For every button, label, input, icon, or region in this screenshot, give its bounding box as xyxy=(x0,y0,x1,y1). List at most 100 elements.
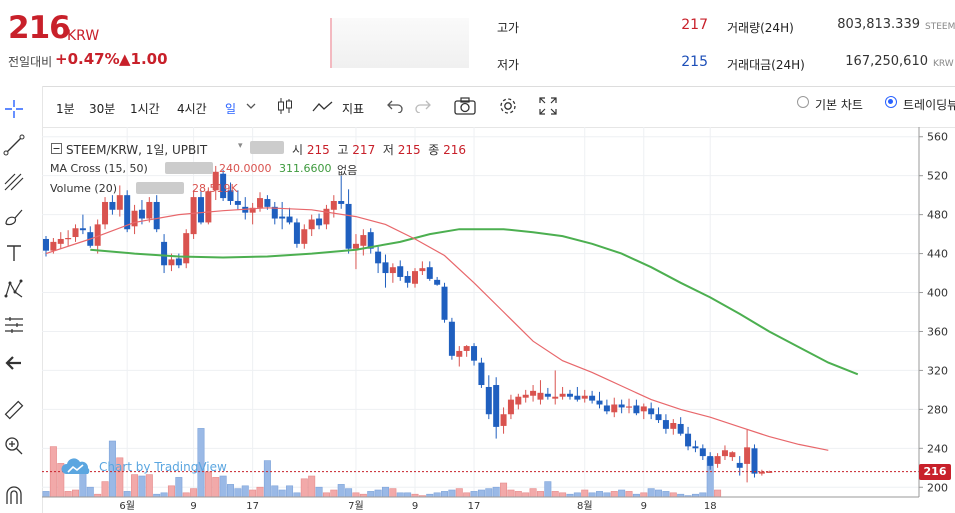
x-tick-label: 7월 xyxy=(348,500,364,512)
volume-bar xyxy=(551,491,559,498)
collapse-legend-icon[interactable] xyxy=(51,143,62,154)
chevron-down-icon[interactable] xyxy=(246,102,256,110)
tradingview-radio[interactable] xyxy=(885,96,897,108)
candle xyxy=(581,389,588,403)
volume-bar xyxy=(381,486,389,498)
measure-icon[interactable] xyxy=(3,314,25,336)
candle xyxy=(493,377,500,439)
ma-legend-icons[interactable] xyxy=(165,162,213,174)
volume-bar xyxy=(286,485,294,498)
brush-icon[interactable] xyxy=(3,206,25,228)
volume-bar xyxy=(175,477,183,498)
candle xyxy=(448,317,455,360)
candle xyxy=(205,187,212,225)
basic-chart-label[interactable]: 기본 차트 xyxy=(815,98,863,112)
camera-icon[interactable] xyxy=(454,97,476,115)
candle xyxy=(345,189,352,254)
volume-bar xyxy=(485,488,493,498)
candle xyxy=(618,399,625,414)
x-tick-label: 9 xyxy=(412,501,418,512)
candle xyxy=(566,389,573,400)
candle xyxy=(677,417,684,436)
watermark-chart: Chart xyxy=(99,460,132,474)
fullscreen-icon[interactable] xyxy=(538,96,558,116)
trend-line-icon[interactable] xyxy=(3,134,25,156)
volume-bar xyxy=(131,474,139,498)
y-tick-label: 320 xyxy=(927,364,948,377)
candle xyxy=(507,394,514,420)
y-tick-label: 360 xyxy=(927,325,948,338)
drawing-toolbar xyxy=(0,86,43,513)
volume-bar xyxy=(256,486,264,498)
interval-1m[interactable]: 1분 xyxy=(56,102,75,116)
candle xyxy=(471,343,478,366)
y-tick-label: 200 xyxy=(927,481,948,494)
y-tick-label: 240 xyxy=(927,442,948,455)
volume-bars xyxy=(42,428,722,498)
volume-bar xyxy=(212,477,220,498)
indicator-button[interactable]: 지표 xyxy=(342,102,365,116)
candle xyxy=(242,197,249,220)
volume-bar xyxy=(470,491,478,498)
candle xyxy=(537,380,544,405)
redo-icon[interactable] xyxy=(415,99,431,113)
crosshair-icon[interactable] xyxy=(3,98,25,120)
volume-bar xyxy=(42,491,50,498)
candle xyxy=(662,414,669,434)
y-tick-label: 400 xyxy=(927,287,948,300)
symbol-label: STEEM/KRW, 1일, UPBIT xyxy=(66,143,208,157)
candle xyxy=(456,346,463,367)
volume-legend-icons[interactable] xyxy=(136,182,184,194)
close-value-legend: 216 xyxy=(443,143,467,157)
volume-bar xyxy=(669,492,677,498)
candle xyxy=(131,204,138,235)
gear-icon[interactable] xyxy=(498,96,518,116)
candle xyxy=(714,453,721,468)
candle xyxy=(146,197,153,223)
change-percent: +0.47% xyxy=(55,50,120,68)
candle xyxy=(138,200,145,225)
interval-1d[interactable]: 일 xyxy=(225,102,237,116)
text-icon[interactable] xyxy=(3,242,25,264)
zoom-in-icon[interactable] xyxy=(3,435,25,457)
candle xyxy=(485,375,492,420)
watermark-by: by TradingView xyxy=(131,460,227,474)
magnet-icon[interactable] xyxy=(3,484,25,506)
volume-bar xyxy=(640,492,648,498)
volume-bar xyxy=(190,488,198,498)
candle xyxy=(522,389,529,403)
candle xyxy=(419,261,426,275)
open-value: 215 xyxy=(306,143,330,157)
volume-bar xyxy=(64,491,72,498)
volume-bar xyxy=(588,492,596,498)
x-tick-label: 8월 xyxy=(577,500,593,512)
candle-type-icon[interactable] xyxy=(276,96,294,116)
candle xyxy=(308,214,315,237)
interval-30m[interactable]: 30분 xyxy=(89,102,116,116)
volume-bar xyxy=(662,491,670,498)
volume-value-legend: 28.519K xyxy=(192,182,238,195)
indicator-icon[interactable] xyxy=(312,100,334,114)
undo-icon[interactable] xyxy=(387,99,403,113)
tradingview-watermark[interactable]: Chart by TradingView xyxy=(99,460,227,474)
volume-bar xyxy=(610,491,618,498)
candle xyxy=(316,213,323,230)
interval-4h[interactable]: 4시간 xyxy=(177,102,207,116)
candle xyxy=(721,445,728,460)
volume-bar xyxy=(544,481,552,498)
ma-slow-line xyxy=(90,228,859,376)
legend-dropdown-icon[interactable]: ▾ xyxy=(238,141,243,151)
interval-1h[interactable]: 1시간 xyxy=(130,102,160,116)
basic-chart-radio[interactable] xyxy=(797,96,809,108)
ruler-icon[interactable] xyxy=(3,399,25,421)
volume-unit: STEEM xyxy=(925,22,955,32)
legend-visibility-icons[interactable] xyxy=(250,141,284,154)
tradingview-label[interactable]: 트레이딩뷰 xyxy=(903,98,955,112)
price-chart[interactable]: 200 240 280 320 360 400 440 480 520 560 6월 9 17 7월 9 17… xyxy=(42,127,955,513)
pattern-icon[interactable] xyxy=(3,278,25,300)
candle xyxy=(79,214,86,235)
candle xyxy=(183,229,190,269)
fib-icon[interactable] xyxy=(3,170,25,192)
back-arrow-icon[interactable] xyxy=(3,352,25,374)
high-value-legend: 217 xyxy=(352,143,376,157)
